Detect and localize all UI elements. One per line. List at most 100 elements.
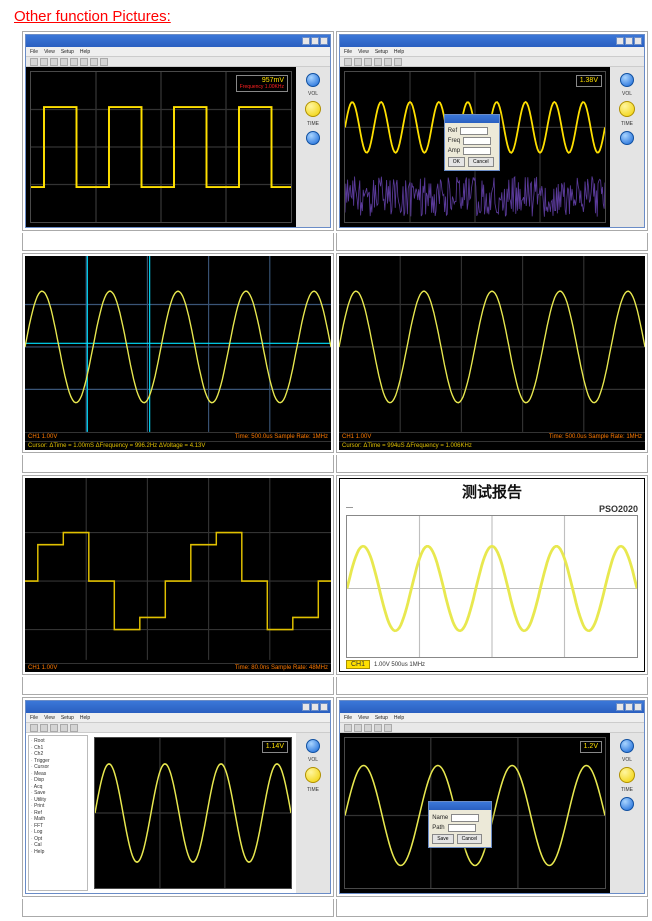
menubar-item[interactable]: Setup (375, 49, 388, 55)
toolbar-button[interactable] (100, 58, 108, 66)
time-knob[interactable] (619, 767, 635, 783)
volt-knob[interactable] (306, 739, 320, 753)
toolbar-button[interactable] (344, 58, 352, 66)
dialog-input[interactable] (451, 814, 479, 822)
status-bar: Cursor: ΔTime = 1.00mS ΔFrequency = 996.… (25, 441, 331, 450)
toolbar-button[interactable] (80, 58, 88, 66)
trigger-knob[interactable] (306, 131, 320, 145)
volt-knob[interactable] (620, 73, 634, 87)
toolbar-button[interactable] (384, 724, 392, 732)
trigger-knob[interactable] (620, 797, 634, 811)
maximize-button[interactable] (311, 703, 319, 711)
settings-tree[interactable]: RootCh1Ch2TriggerCursorMeasDispAcqSaveUt… (28, 735, 88, 891)
toolbar-button[interactable] (70, 58, 78, 66)
dialog-titlebar (429, 802, 491, 810)
close-button[interactable] (320, 37, 328, 45)
trigger-knob[interactable] (620, 131, 634, 145)
toolbar-button[interactable] (354, 58, 362, 66)
waveform-plot: 957mV Frequency 1.00KHz (30, 71, 292, 223)
toolbar-button[interactable] (40, 58, 48, 66)
window-titlebar (26, 35, 330, 47)
menubar[interactable]: File View Setup Help (26, 47, 330, 57)
toolbar-button[interactable] (384, 58, 392, 66)
time-knob[interactable] (305, 101, 321, 117)
cell-sine-plain: Cursor: ΔTime = 994uS ΔFrequency = 1.006… (336, 253, 648, 453)
section-heading: Other function Pictures: (14, 8, 648, 25)
waveform-plot: 1.2V Name Path Save Cancel (344, 737, 606, 889)
control-panel: VOL TIME (610, 67, 644, 227)
ok-button[interactable]: OK (448, 157, 465, 167)
minimize-button[interactable] (616, 703, 624, 711)
report-model: PSO2020 (599, 504, 638, 514)
menubar-item[interactable]: Help (80, 49, 90, 55)
waveform-plot: 1.38V Ref Freq Amp OK Cancel (344, 71, 606, 223)
readout-voltage: 1.2V (584, 743, 598, 751)
close-button[interactable] (634, 37, 642, 45)
toolbar-button[interactable] (364, 724, 372, 732)
screenshot-grid: File View Setup Help (22, 31, 648, 917)
waveform-plot: CH1 1.00V Time: 80.0ns Sample Rate: 48MH… (25, 478, 331, 672)
client-area: 1.2V Name Path Save Cancel VOL (340, 733, 644, 893)
maximize-button[interactable] (625, 37, 633, 45)
menubar-item[interactable]: File (344, 49, 352, 55)
spacer (336, 677, 648, 695)
toolbar (26, 57, 330, 67)
toolbar-button[interactable] (344, 724, 352, 732)
menubar-item[interactable]: Help (394, 49, 404, 55)
volt-knob[interactable] (306, 73, 320, 87)
status-bar: Cursor: ΔTime = 994uS ΔFrequency = 1.006… (339, 441, 645, 450)
dialog-input[interactable] (463, 147, 491, 155)
time-knob[interactable] (619, 101, 635, 117)
toolbar-button[interactable] (90, 58, 98, 66)
menubar-item[interactable]: File (30, 49, 38, 55)
toolbar-button[interactable] (50, 58, 58, 66)
close-button[interactable] (320, 703, 328, 711)
toolbar-button[interactable] (374, 724, 382, 732)
oscope-window: File View Setup Help (25, 34, 331, 228)
menubar[interactable]: FileViewSetupHelp (340, 713, 644, 723)
client-area: RootCh1Ch2TriggerCursorMeasDispAcqSaveUt… (26, 733, 330, 893)
toolbar-button[interactable] (30, 58, 38, 66)
toolbar-button[interactable] (364, 58, 372, 66)
waveform-plot: 1.14V (94, 737, 292, 889)
menubar-item[interactable]: View (44, 49, 55, 55)
toolbar-button[interactable] (394, 58, 402, 66)
dialog-input[interactable] (463, 137, 491, 145)
close-button[interactable] (634, 703, 642, 711)
menubar[interactable]: File View Setup Help (340, 47, 644, 57)
toolbar-button[interactable] (40, 724, 48, 732)
minimize-button[interactable] (616, 37, 624, 45)
toolbar-button[interactable] (30, 724, 38, 732)
menubar-item[interactable]: Setup (61, 49, 74, 55)
volt-knob[interactable] (620, 739, 634, 753)
cancel-button[interactable]: Cancel (468, 157, 494, 167)
minimize-button[interactable] (302, 37, 310, 45)
minimize-button[interactable] (302, 703, 310, 711)
toolbar-button[interactable] (60, 724, 68, 732)
maximize-button[interactable] (625, 703, 633, 711)
dialog-input[interactable] (460, 127, 488, 135)
cancel-button[interactable]: Cancel (457, 834, 483, 844)
toolbar-button[interactable] (50, 724, 58, 732)
toolbar-button[interactable] (60, 58, 68, 66)
toolbar-button[interactable] (374, 58, 382, 66)
menubar[interactable]: FileViewSetupHelp (26, 713, 330, 723)
window-titlebar (340, 701, 644, 713)
status-time: Time: 80.0ns Sample Rate: 48MHz (235, 665, 328, 671)
client-area: 957mV Frequency 1.00KHz VOL TIME (26, 67, 330, 227)
report-footer-text: 1.00V 500us 1MHz (374, 662, 425, 668)
status-ch: CH1 1.00V (342, 434, 371, 440)
status-bar-2: CH1 1.00V Time: 500.0us Sample Rate: 1MH… (25, 432, 331, 441)
spacer (336, 233, 648, 251)
measurement-readout: 957mV Frequency 1.00KHz (236, 75, 288, 92)
toolbar-button[interactable] (354, 724, 362, 732)
maximize-button[interactable] (311, 37, 319, 45)
toolbar-button[interactable] (70, 724, 78, 732)
time-knob[interactable] (305, 767, 321, 783)
save-button[interactable]: Save (432, 834, 453, 844)
spacer (22, 455, 334, 473)
dialog-titlebar (445, 115, 499, 123)
dialog-input[interactable] (448, 824, 476, 832)
tree-item[interactable]: Help (31, 849, 85, 856)
menubar-item[interactable]: View (358, 49, 369, 55)
